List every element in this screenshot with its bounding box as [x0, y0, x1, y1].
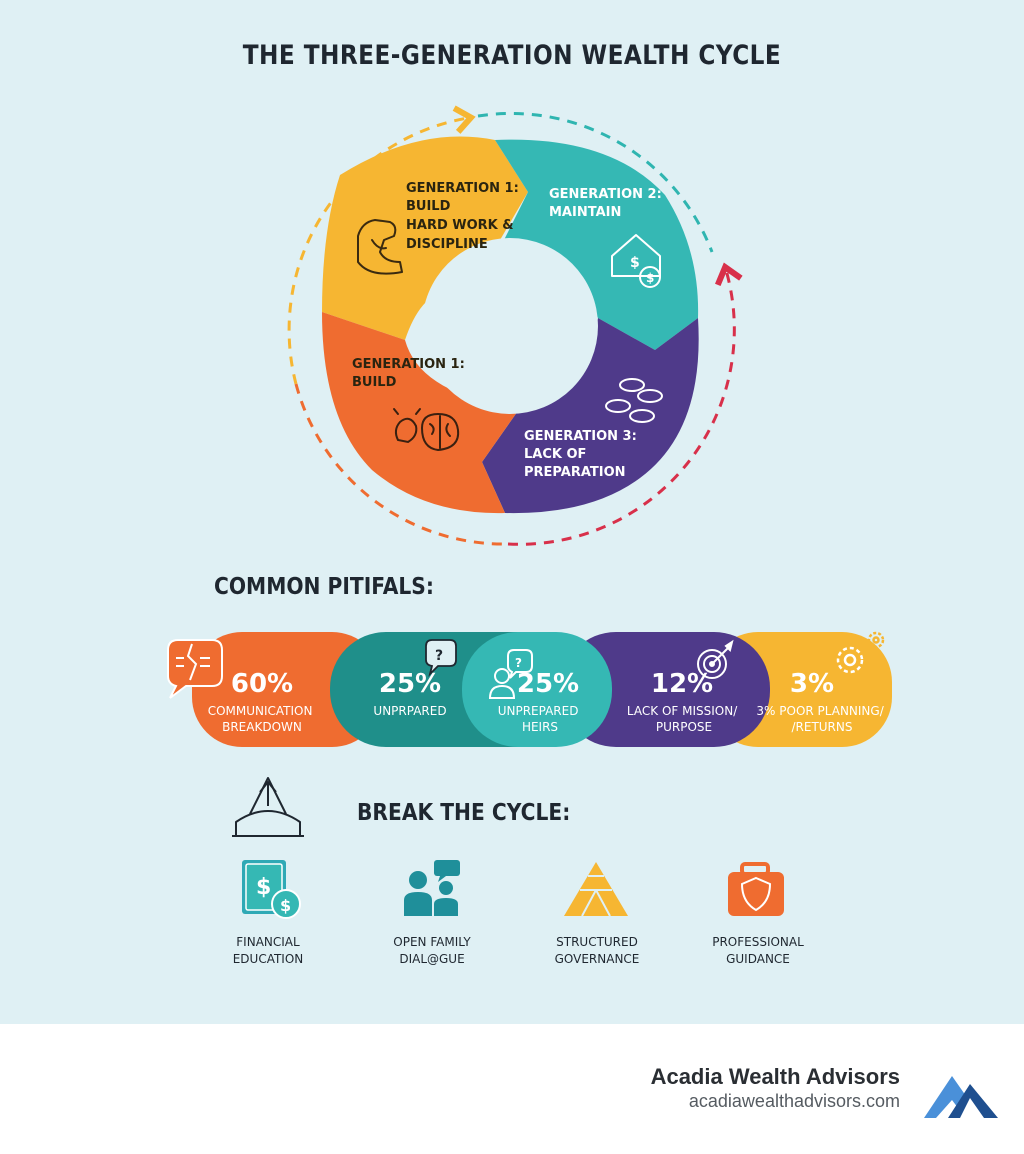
house-dollar-icon: $ $: [611, 234, 661, 288]
cycle-segment-gen1-build-discipline: [322, 136, 528, 340]
pitfall-value-mission: 12%: [651, 669, 713, 699]
coins-icon: [605, 378, 663, 423]
pitfall-value-planning: 3%: [790, 669, 834, 699]
pitfall-value-communication: 60%: [231, 669, 293, 699]
break-step-financial-education: FINANCIAL EDUCATION: [232, 935, 304, 966]
family-chat-icon: [404, 860, 460, 916]
svg-text:$: $: [630, 255, 640, 271]
wealth-cycle-ring: [322, 136, 699, 514]
break-cycle-heading: BREAK THE CYCLE:: [357, 800, 571, 826]
gears-icon: [836, 631, 885, 674]
svg-text:?: ?: [435, 648, 443, 664]
pitfall-desc-unprepared: UNPRPARED: [373, 704, 446, 718]
brand-name: Acadia Wealth Advisors: [650, 1064, 900, 1089]
segment-label-gen2-maintain: GENERATION 2: MAINTAIN: [549, 187, 666, 220]
person-question-icon: ?: [488, 649, 533, 699]
pitfall-desc-planning: 3% POOR PLANNING/ /RETURNS: [756, 704, 887, 734]
pitfall-desc-heirs: UNPREPARED HEIRS: [498, 704, 583, 734]
page-title: THE THREE-GENERATION WEALTH CYCLE: [242, 40, 782, 71]
segment-label-gen3-preparation: GENERATION 3: LACK OF PREPARATION: [524, 429, 641, 480]
segment-label-gen1-build: GENERATION 1: BUILD: [352, 357, 469, 390]
target-icon: [697, 639, 734, 679]
infographic-graphics: GENERATION 1: BUILD HARD WORK & DISCIPLI…: [167, 105, 892, 919]
pyramid-icon: [564, 862, 628, 917]
pitfalls-heading: COMMON PITIFALS:: [214, 574, 434, 600]
acadia-mountain-logo-icon: [924, 1076, 998, 1118]
pitfall-value-unprepared: 25%: [379, 669, 441, 699]
question-bubble-icon: ?: [425, 639, 457, 677]
pitfall-desc-mission: LACK OF MISSION/ PURPOSE: [627, 704, 741, 734]
cycle-dashed-arrows: [287, 105, 743, 546]
brand-url[interactable]: acadiawealthadvisors.com: [688, 1091, 900, 1111]
book-dollar-icon: $ $: [242, 860, 301, 919]
broken-speech-bubble-icon: [167, 639, 223, 699]
svg-text:$: $: [280, 896, 291, 915]
bridge-icon: [232, 777, 304, 837]
pitfall-value-heirs: 25%: [517, 669, 579, 699]
break-step-open-family-dialogue: OPEN FAMILY DIAL@GUE: [393, 935, 471, 966]
cycle-segment-gen1-build: [322, 312, 520, 514]
break-step-structured-governance: STRUCTURED GOVERNANCE: [554, 935, 640, 966]
cycle-segment-gen3-preparation: [482, 318, 699, 514]
cycle-segment-gen2-maintain: [495, 139, 699, 350]
pitfall-desc-communication: COMMUNICATION BREAKDOWN: [208, 704, 317, 734]
footer: [0, 1024, 1024, 1154]
briefcase-shield-icon: [728, 862, 784, 916]
segment-label-gen1-build-discipline: GENERATION 1: BUILD HARD WORK & DISCIPLI…: [406, 181, 523, 252]
svg-text:$: $: [646, 271, 654, 285]
break-step-professional-guidance: PROFESSIONAL GUIDANCE: [712, 935, 804, 966]
svg-text:?: ?: [515, 656, 522, 670]
svg-text:$: $: [256, 875, 271, 900]
brain-lightbulb-icon: [393, 408, 460, 452]
flexed-arm-icon: [357, 219, 403, 275]
